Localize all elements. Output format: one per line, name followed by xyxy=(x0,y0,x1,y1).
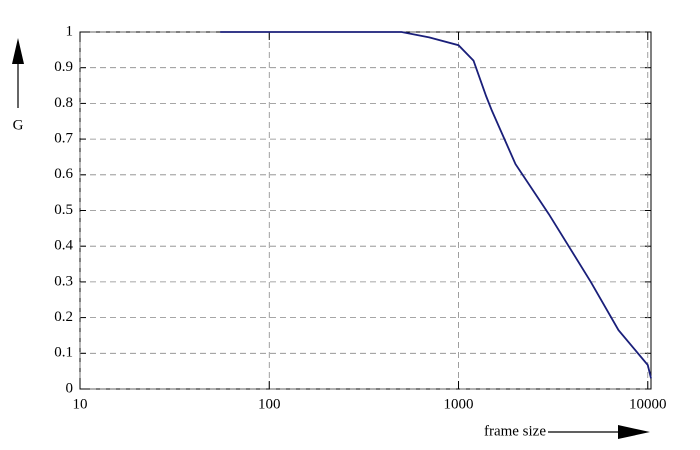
y-tick-label: 0.4 xyxy=(54,238,73,254)
x-tick-label: 10 xyxy=(73,396,88,412)
y-tick-label: 0.3 xyxy=(54,273,73,289)
x-tick-label: 1000 xyxy=(444,396,474,412)
y-tick-label: 0.8 xyxy=(54,95,73,111)
x-arrow-head xyxy=(618,425,650,439)
y-tick-label: 0.2 xyxy=(54,309,73,325)
y-tick-label: 0.9 xyxy=(54,59,73,75)
y-tick-label: 0.5 xyxy=(54,202,73,218)
y-tick-label: 1 xyxy=(66,23,74,39)
x-tick-label: 100 xyxy=(258,396,281,412)
y-arrow-head xyxy=(12,38,24,64)
y-tick-label: 0 xyxy=(66,380,74,396)
y-tick-label: 0.1 xyxy=(54,345,73,361)
x-tick-label: 10000 xyxy=(629,396,667,412)
y-axis-label: G xyxy=(13,117,24,133)
y-tick-label: 0.6 xyxy=(54,166,73,182)
y-tick-label: 0.7 xyxy=(54,131,73,147)
x-axis-label: frame size xyxy=(484,423,546,439)
series-line xyxy=(220,31,652,379)
